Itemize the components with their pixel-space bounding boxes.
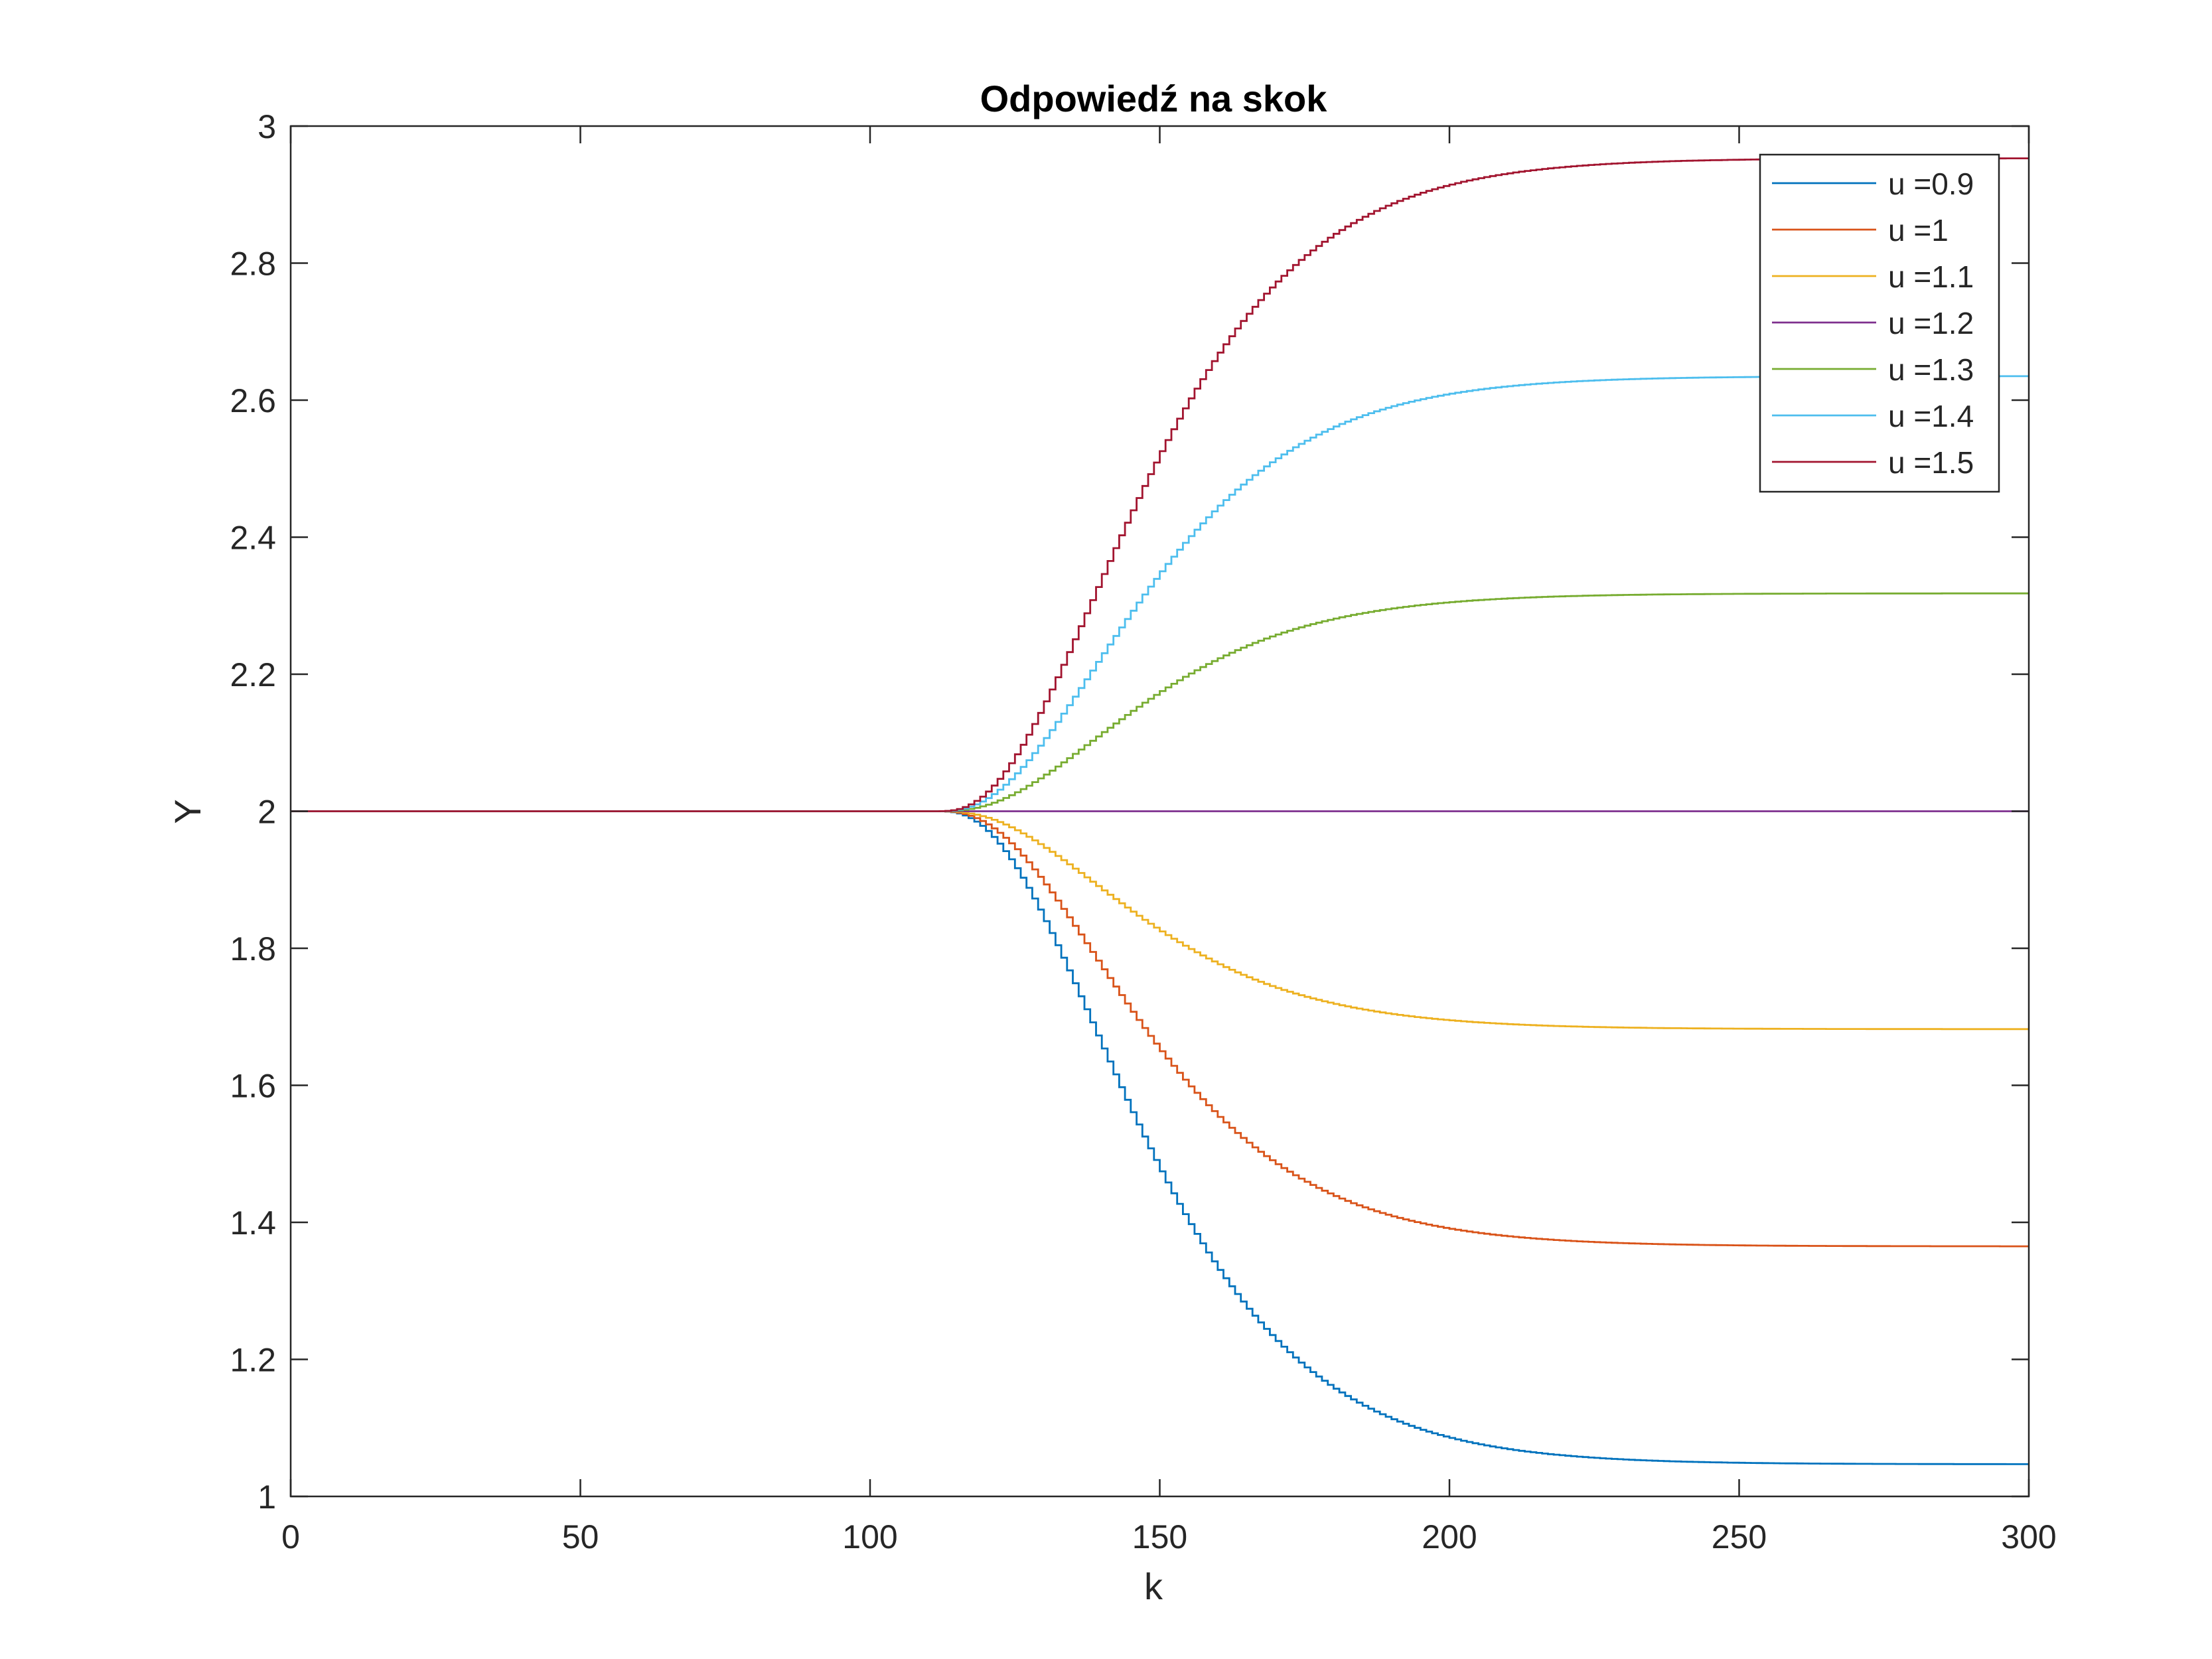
x-tick-label: 200 [1422,1518,1477,1555]
y-tick-label: 1.6 [230,1068,276,1105]
y-tick-label: 3 [258,108,276,145]
series-line-7 [291,157,2029,812]
legend-label-2: u =1 [1888,213,1949,248]
x-tick-label: 0 [281,1518,300,1555]
series-layer [291,157,2029,1465]
x-tick-label: 150 [1132,1518,1187,1555]
legend-label-4: u =1.2 [1888,306,1974,340]
y-tick-label: 2.4 [230,520,276,557]
y-tick-label: 2.6 [230,382,276,419]
y-tick-label: 1.2 [230,1342,276,1379]
y-tick-label: 2.2 [230,656,276,693]
y-tick-label: 1.8 [230,930,276,968]
x-tick-label: 50 [562,1518,599,1555]
x-tick-label: 250 [1712,1518,1767,1555]
y-tick-label: 2.8 [230,246,276,283]
legend-label-3: u =1.1 [1888,259,1974,294]
x-axis-label: k [1144,1565,1163,1607]
y-tick-label: 2 [258,794,276,831]
legend-label-1: u =0.9 [1888,167,1974,201]
x-tick-label: 300 [2001,1518,2056,1555]
x-tick-label: 100 [842,1518,897,1555]
legend: u =0.9 u =1 u =1.1 u =1.2 u =1.3 u =1.4 u =1.5 [1759,153,2000,493]
chart-title: Odpowiedź na skok [980,78,1328,119]
y-tick-label: 1 [258,1479,276,1516]
legend-label-5: u =1.3 [1888,352,1974,387]
y-tick-label: 1.4 [230,1204,276,1242]
y-axis-label: Y [167,799,208,824]
legend-label-6: u =1.4 [1888,399,1974,433]
axes-layer: 0 50 100 150 200 250 300 1 1.2 1.4 1.6 1.8 2 2.2 2.4 2.… [230,108,2056,1555]
legend-label-7: u =1.5 [1888,445,1974,480]
